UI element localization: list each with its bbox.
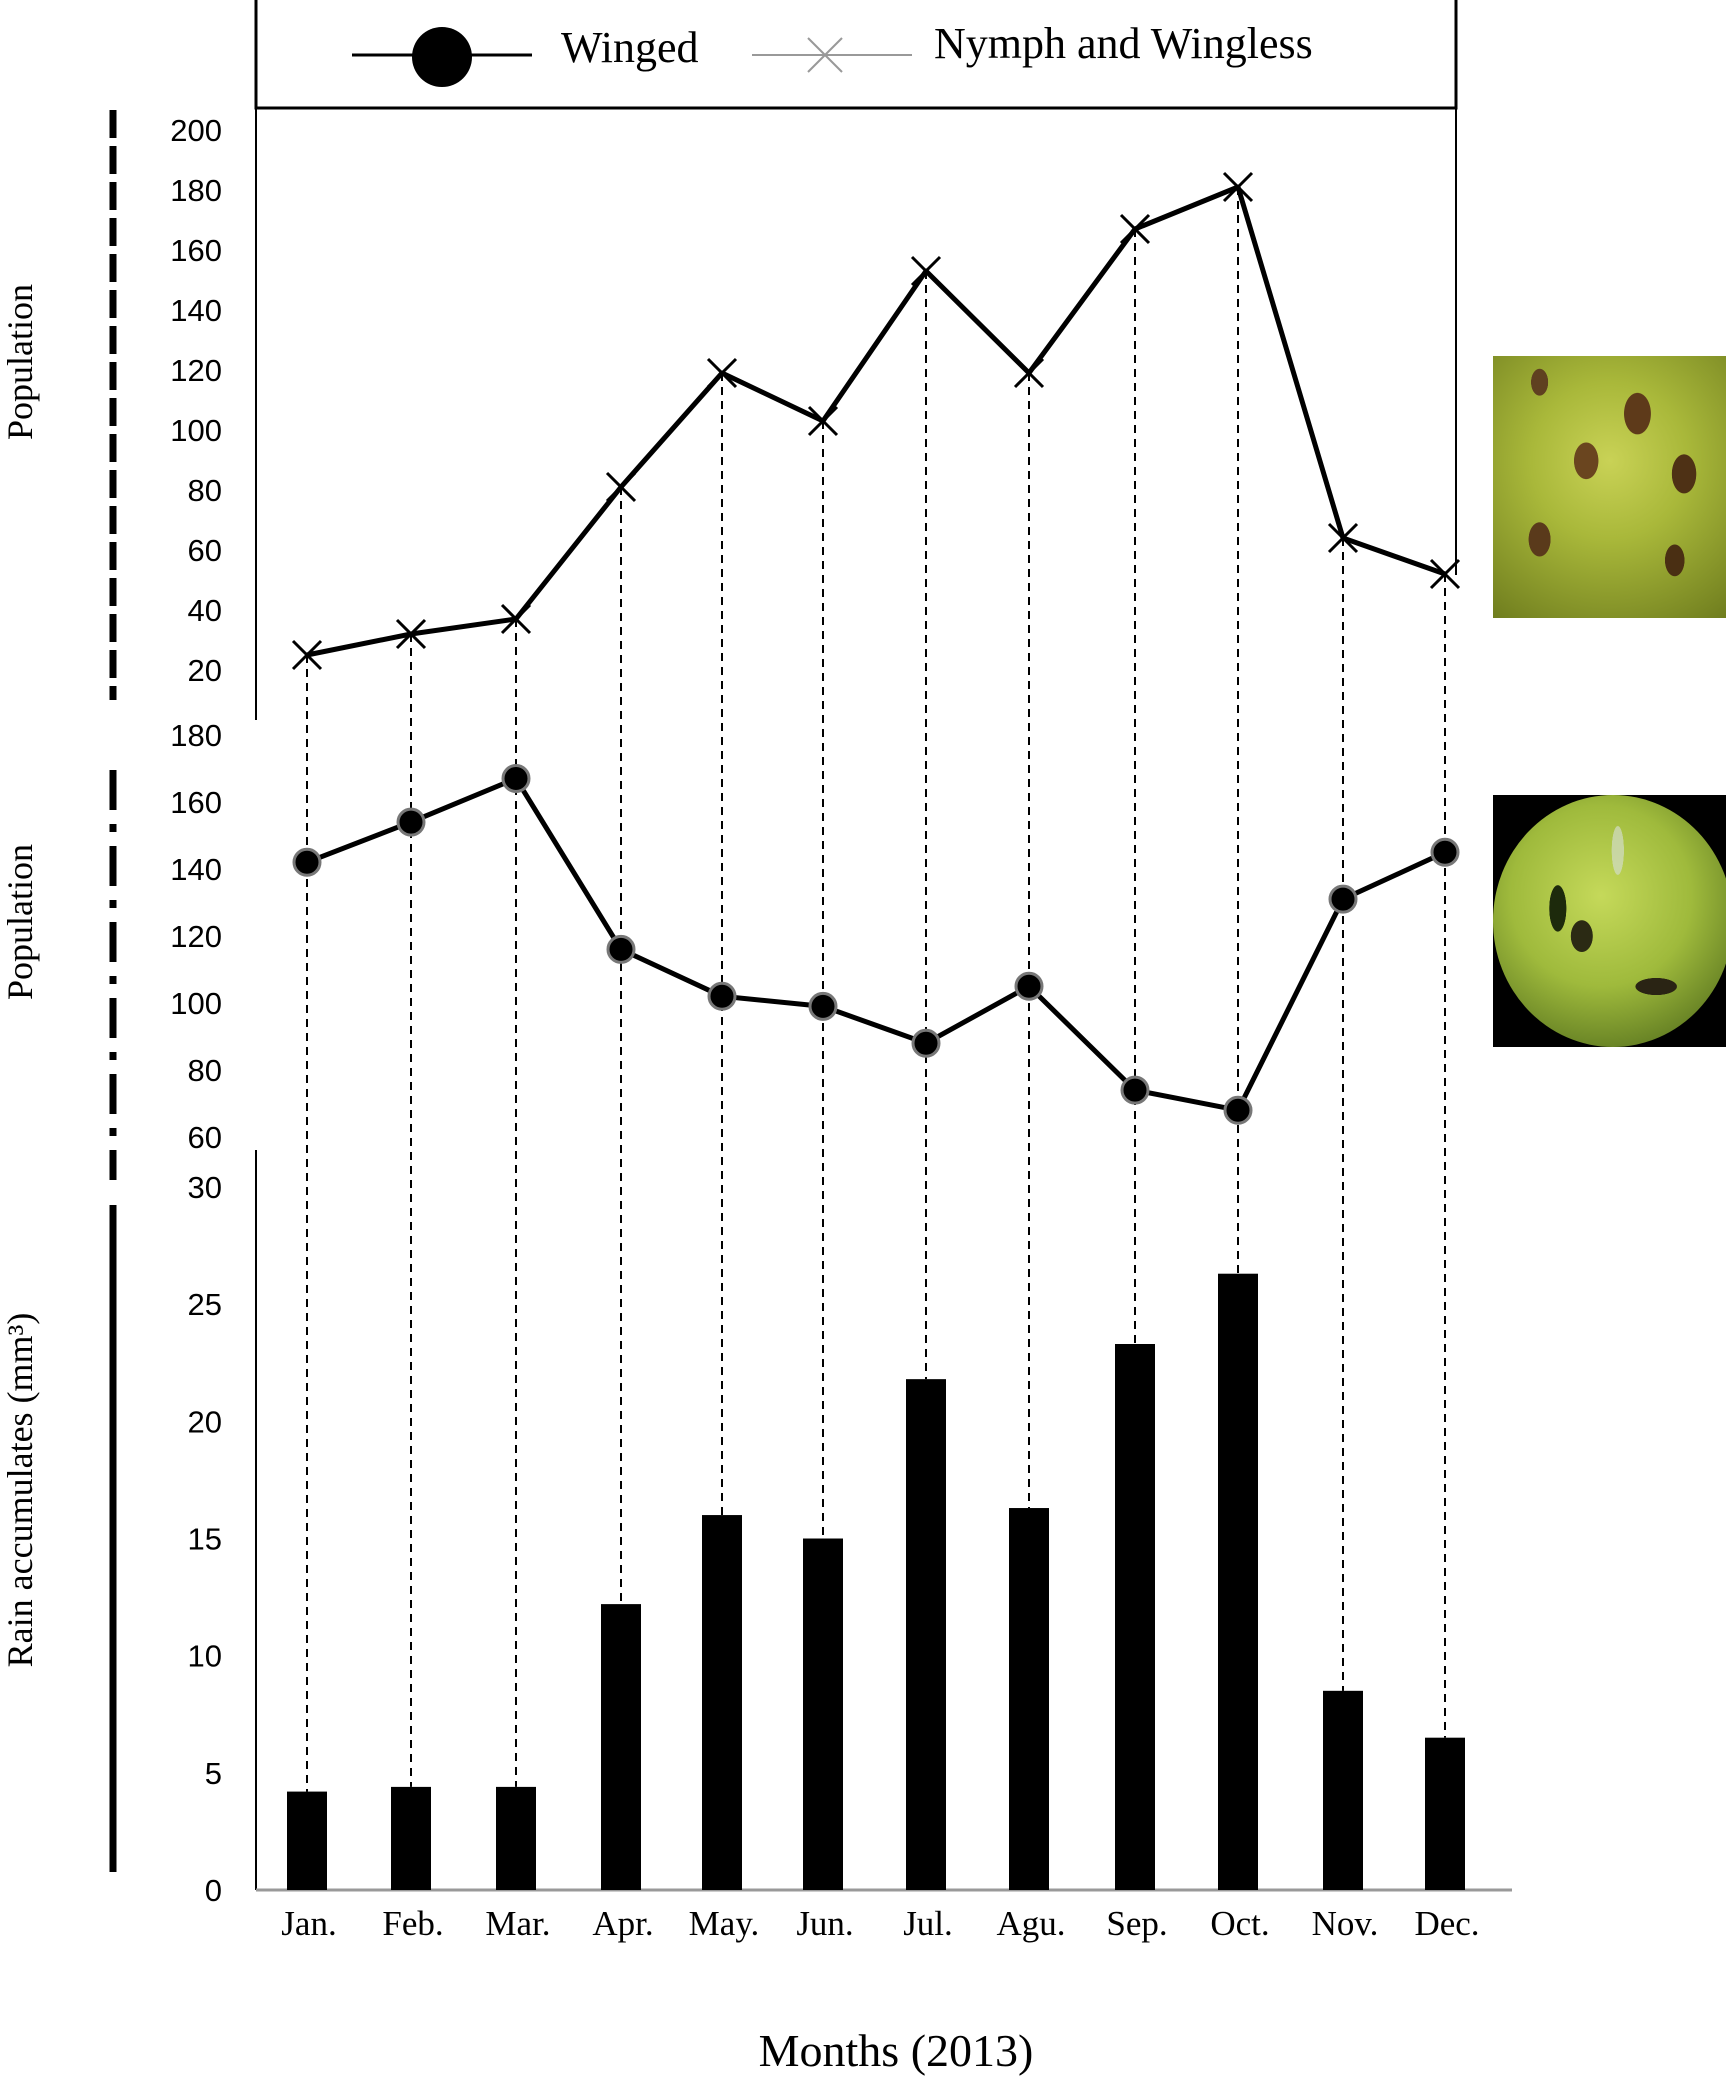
- legend-winged-label: Winged: [561, 23, 699, 72]
- nymph-wingless-point: [291, 639, 323, 671]
- winged-point: [292, 847, 322, 877]
- legend-winged-marker: [412, 27, 472, 87]
- month-label: Dec.: [1414, 1904, 1479, 1943]
- rain-bar: [1323, 1690, 1363, 1890]
- winged-point: [606, 934, 636, 964]
- winged-point: [1014, 971, 1044, 1001]
- winged-line: [306, 776, 1447, 1113]
- winged-y-tick-label: 60: [188, 1120, 222, 1155]
- nymph-wingless-point: [1119, 213, 1151, 245]
- nymph-y-tick-label: 60: [188, 533, 222, 568]
- rain-bars: [287, 1273, 1465, 1890]
- winged-aphid-photo: [1493, 795, 1726, 1047]
- month-label: Jan.: [281, 1904, 336, 1943]
- nymph-y-tick-label: 200: [170, 113, 222, 148]
- winged-point: [808, 991, 838, 1021]
- winged-point: [396, 807, 426, 837]
- rain-y-axis-title: Rain accumulates (mm³): [0, 1313, 40, 1668]
- winged-y-tick-label: 160: [170, 785, 222, 820]
- rain-bar: [391, 1786, 431, 1890]
- nymph-wingless-series: [291, 171, 1461, 671]
- rain-bar: [803, 1538, 843, 1890]
- nymph-wingless-point: [807, 405, 839, 437]
- rain-bar: [1218, 1273, 1258, 1890]
- nymph-y-tick-label: 160: [170, 233, 222, 268]
- rain-bar: [601, 1604, 641, 1890]
- month-labels: Jan. Feb. Mar. Apr. May. Jun. Jul. Agu. Sep. Oct.…: [281, 1904, 1479, 1943]
- nymph-wingless-point: [500, 603, 532, 635]
- rain-bar: [496, 1786, 536, 1890]
- month-guide-lines: [306, 187, 1446, 1792]
- rain-y-tick-label: 20: [188, 1404, 222, 1439]
- rain-bar: [1009, 1508, 1049, 1890]
- nymph-y-tick-label: 20: [188, 653, 222, 688]
- legend-nymph-marker: [807, 37, 843, 73]
- winged-y-tick-label: 180: [170, 718, 222, 753]
- winged-y-tick-label: 120: [170, 919, 222, 954]
- winged-y-ticks: 60 80 100 120 140 160 180: [170, 718, 222, 1155]
- month-label: Apr.: [592, 1904, 653, 1943]
- nymph-y-tick-label: 140: [170, 293, 222, 328]
- nymph-y-tick-label: 80: [188, 473, 222, 508]
- rain-y-tick-label: 25: [188, 1287, 222, 1322]
- winged-point: [501, 764, 531, 794]
- month-label: Sep.: [1106, 1904, 1167, 1943]
- rain-bar: [1425, 1737, 1465, 1890]
- nymph-wingless-point: [605, 471, 637, 503]
- winged-point: [1223, 1095, 1253, 1125]
- winged-y-tick-label: 140: [170, 852, 222, 887]
- legend-box: [254, 0, 1458, 110]
- month-label: Oct.: [1210, 1904, 1269, 1943]
- nymph-wingless-aphid-photo: [1493, 356, 1726, 618]
- nymph-y-tick-label: 180: [170, 173, 222, 208]
- winged-series: [292, 764, 1460, 1125]
- nymph-wingless-point: [1429, 558, 1461, 590]
- rain-y-tick-label: 0: [205, 1873, 222, 1908]
- winged-point: [1328, 884, 1358, 914]
- winged-y-tick-label: 80: [188, 1053, 222, 1088]
- nymph-wingless-line: [306, 184, 1446, 658]
- nymph-y-tick-label: 100: [170, 413, 222, 448]
- month-label: Agu.: [996, 1904, 1065, 1943]
- legend-nymph-label: Nymph and Wingless: [934, 19, 1313, 68]
- nymph-wingless-point: [1222, 171, 1254, 203]
- month-label: Nov.: [1312, 1904, 1379, 1943]
- month-label: Feb.: [382, 1904, 443, 1943]
- month-label: Mar.: [485, 1904, 550, 1943]
- legend: Winged Nymph and Wingless: [254, 0, 1458, 110]
- nymph-y-tick-label: 40: [188, 593, 222, 628]
- rain-y-tick-label: 15: [188, 1522, 222, 1557]
- rain-y-tick-label: 5: [205, 1756, 222, 1791]
- winged-point: [911, 1028, 941, 1058]
- rain-bar: [906, 1379, 946, 1890]
- rain-bar: [1115, 1344, 1155, 1890]
- nymph-y-axis-title: Population: [0, 284, 40, 440]
- rain-y-ticks: 0 5 10 15 20 25 30: [188, 1170, 222, 1908]
- rain-y-tick-label: 10: [188, 1639, 222, 1674]
- winged-y-tick-label: 100: [170, 986, 222, 1021]
- month-label: May.: [689, 1904, 760, 1943]
- nymph-wingless-point: [1013, 357, 1045, 389]
- winged-point: [1120, 1075, 1150, 1105]
- month-label: Jul.: [903, 1904, 953, 1943]
- rain-bar: [287, 1791, 327, 1890]
- winged-point: [707, 981, 737, 1011]
- winged-point: [1430, 837, 1460, 867]
- nymph-wingless-point: [1327, 522, 1359, 554]
- nymph-y-tick-label: 120: [170, 353, 222, 388]
- nymph-wingless-point: [706, 357, 738, 389]
- nymph-wingless-point: [395, 618, 427, 650]
- nymph-wingless-point: [910, 255, 942, 287]
- month-label: Jun.: [796, 1904, 853, 1943]
- nymph-y-ticks: 20 40 60 80 100 120 140 160 180 200: [170, 113, 222, 688]
- winged-y-axis-title: Population: [0, 844, 40, 1000]
- rain-y-tick-label: 30: [188, 1170, 222, 1205]
- x-axis-title: Months (2013): [759, 2025, 1034, 2076]
- rain-bar: [702, 1515, 742, 1890]
